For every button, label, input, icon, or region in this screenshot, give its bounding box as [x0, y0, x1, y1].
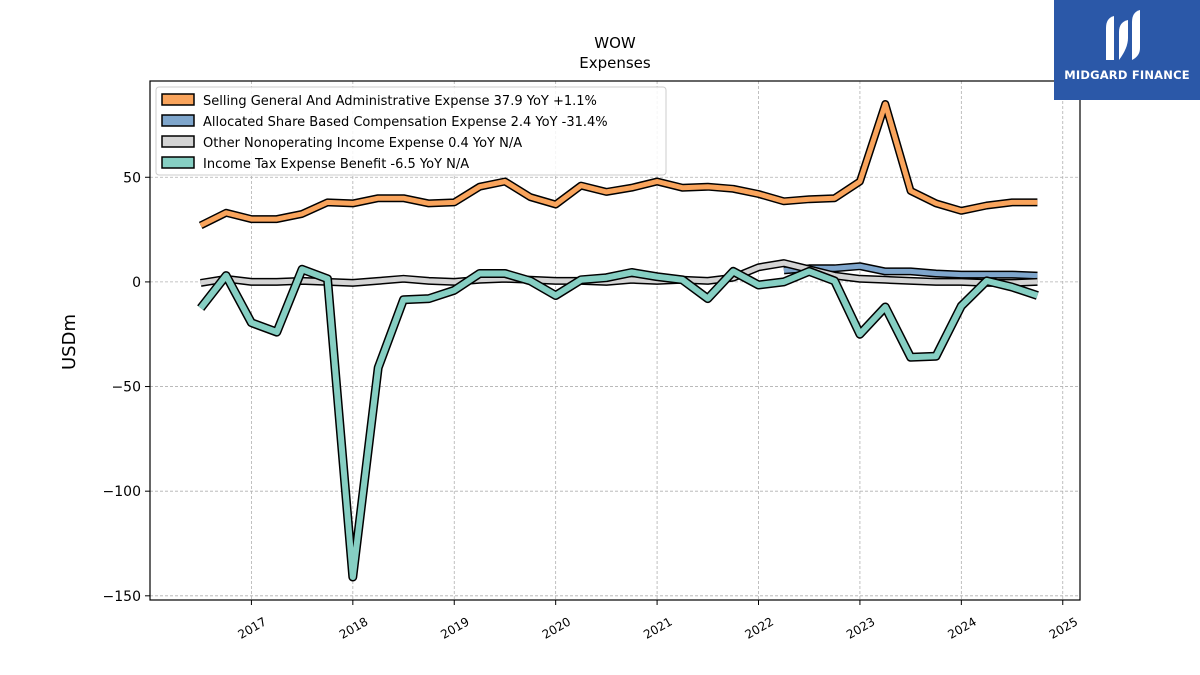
legend-swatch — [161, 93, 195, 106]
brand-name: MIDGARD FINANCE — [1064, 68, 1190, 82]
y-tick-label: 50 — [123, 170, 141, 186]
chart-title: WOW — [594, 34, 636, 52]
series-stroke — [200, 260, 1038, 286]
plot-frame — [149, 80, 1081, 601]
series-line — [200, 259, 1038, 287]
brand-mark-icon — [1106, 10, 1140, 60]
y-axis-label: USDm — [59, 314, 80, 370]
series-line — [198, 100, 1038, 229]
y-tick-label: −100 — [103, 484, 141, 500]
x-tick-label: 2024 — [945, 614, 978, 641]
series-outline — [197, 264, 1039, 582]
series-line — [197, 264, 1039, 582]
legend-entry: Income Tax Expense Benefit -6.5 YoY N/A — [203, 157, 469, 172]
legend-entry: Selling General And Administrative Expen… — [203, 94, 597, 109]
x-tick-label: 2018 — [337, 614, 370, 641]
legend-entry: Allocated Share Based Compensation Expen… — [203, 115, 608, 130]
y-tick-label: 0 — [132, 275, 141, 291]
legend-swatch — [161, 114, 195, 127]
x-tick-label: 2017 — [235, 614, 268, 641]
series-stroke — [783, 263, 1038, 279]
legend-entry: Other Nonoperating Income Expense 0.4 Yo… — [203, 136, 522, 151]
x-tick-label: 2019 — [438, 614, 471, 641]
x-tick-label: 2020 — [540, 614, 573, 641]
series-layer — [197, 100, 1039, 582]
axis-ticks: −150 −100 −50 0 50 2017 2018 2019 2020 2021 2022 20… — [103, 170, 1081, 642]
x-tick-label: 2025 — [1047, 614, 1080, 641]
series-line — [783, 262, 1038, 280]
legend-frame — [155, 86, 667, 176]
legend-swatch — [161, 135, 195, 148]
y-tick-label: −50 — [111, 380, 141, 396]
series-stroke — [199, 101, 1038, 228]
x-tick-label: 2021 — [641, 614, 674, 641]
x-tick-label: 2022 — [743, 614, 776, 641]
x-tick-label: 2023 — [844, 614, 877, 641]
series-stroke — [198, 266, 1039, 580]
brand-logo: MIDGARD FINANCE — [1054, 0, 1200, 100]
y-tick-label: −150 — [103, 589, 141, 605]
legend-swatch — [161, 156, 195, 169]
chart-subtitle: Expenses — [579, 54, 651, 72]
legend: Selling General And Administrative Expen… — [155, 86, 667, 176]
